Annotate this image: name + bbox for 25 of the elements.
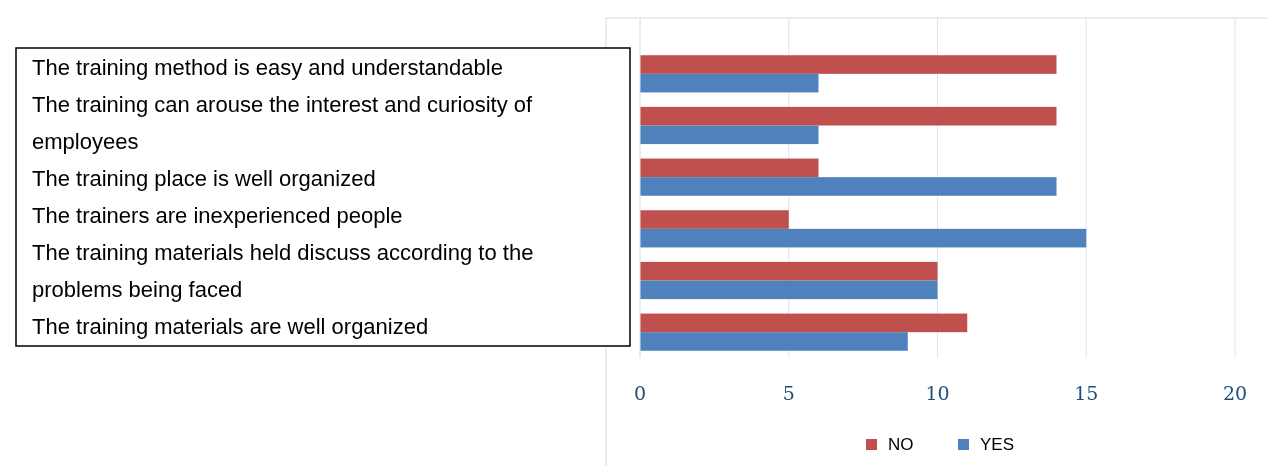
x-tick-label: 5 (782, 382, 795, 404)
bar (640, 280, 938, 300)
bar (640, 261, 938, 281)
y-tick-label: The training materials are well organized (32, 314, 429, 339)
x-tick-label: 0 (633, 382, 647, 404)
bar (640, 106, 1057, 126)
y-tick-label: The training method is easy and understandable (32, 55, 503, 80)
legend-label: YES (980, 435, 1015, 454)
bar (640, 55, 1057, 74)
bar (640, 332, 908, 351)
x-tick-label: 15 (1074, 382, 1099, 404)
bar (640, 125, 819, 145)
y-tick-label: The training can arouse the interest and curiosity of employees (32, 92, 534, 154)
bar (640, 177, 1057, 196)
bar (640, 210, 789, 229)
y-tick-label: The training materials held discuss according to the problems being faced (32, 240, 534, 302)
bar (640, 313, 968, 333)
x-tick-label: 20 (1222, 382, 1248, 404)
y-tick-label: The training place is well organized (32, 166, 376, 191)
bar (640, 228, 1087, 248)
y-tick-label: The trainers are inexperienced people (32, 203, 403, 228)
bar (640, 158, 819, 178)
legend-label: NO (888, 435, 914, 454)
x-tick-label: 10 (925, 382, 950, 404)
bar (640, 73, 819, 93)
